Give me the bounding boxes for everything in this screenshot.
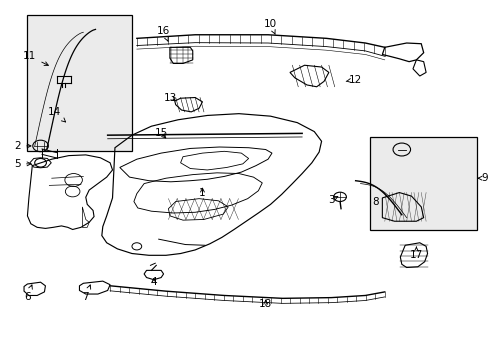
- Text: 6: 6: [24, 285, 32, 302]
- Text: 10: 10: [264, 19, 277, 34]
- Text: 14: 14: [47, 107, 65, 122]
- Text: 11: 11: [23, 51, 48, 66]
- Text: 13: 13: [164, 93, 177, 103]
- Text: 18: 18: [259, 299, 272, 309]
- Text: 17: 17: [409, 247, 422, 260]
- Text: 7: 7: [82, 285, 90, 302]
- Text: 5: 5: [14, 159, 31, 169]
- Text: 1: 1: [199, 188, 205, 198]
- Text: 4: 4: [150, 277, 157, 287]
- Text: 16: 16: [157, 26, 170, 41]
- Bar: [369, 137, 476, 230]
- Text: 8: 8: [371, 197, 378, 207]
- Text: 3: 3: [327, 195, 337, 205]
- Text: 15: 15: [154, 129, 167, 138]
- Text: 12: 12: [346, 75, 362, 85]
- Text: 2: 2: [14, 141, 31, 151]
- Bar: [27, 15, 132, 151]
- Text: 9: 9: [477, 173, 487, 183]
